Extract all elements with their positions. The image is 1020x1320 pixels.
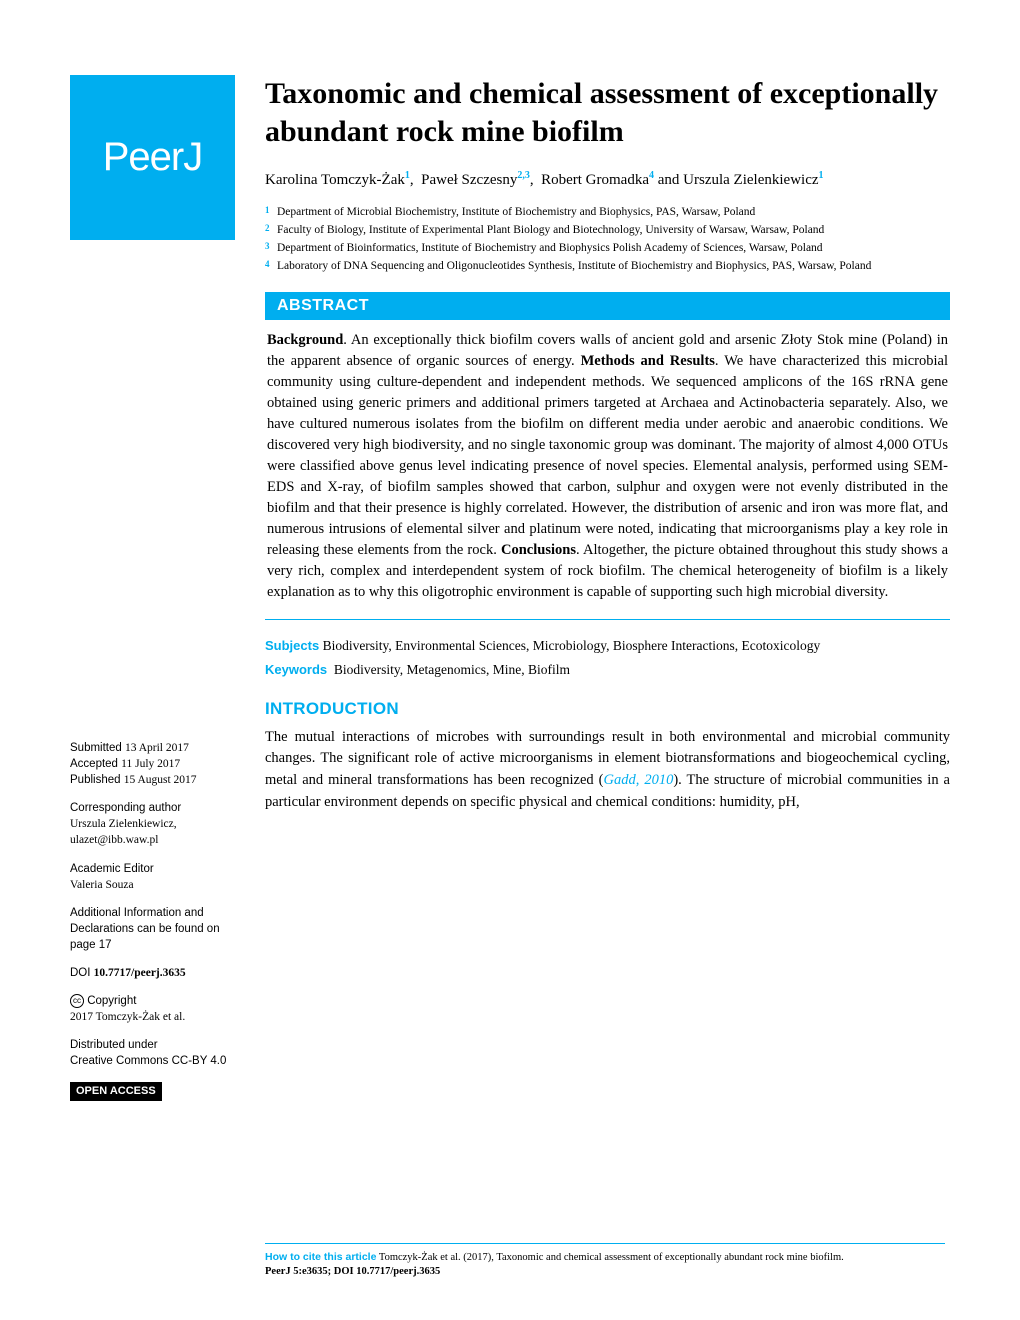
affiliation-2: 2 Faculty of Biology, Institute of Exper… [265,222,950,238]
open-access-badge: OPEN ACCESS [70,1082,162,1101]
citation-link[interactable]: Gadd, 2010 [604,772,674,788]
cite-journal: PeerJ 5:e3635; DOI 10.7717/peerj.3635 [265,1266,440,1277]
logo-text: PeerJ [103,135,203,180]
affil-num-4: 4 [265,258,273,274]
background-label: Background [267,332,343,348]
affil-num-2: 2 [265,222,273,238]
published-date: 15 August 2017 [124,774,197,786]
right-column: Taxonomic and chemical assessment of exc… [265,75,950,814]
methods-text: . We have characterized this microbial c… [267,353,948,558]
submitted-label: Submitted [70,742,122,754]
affiliation-3: 3 Department of Bioinformatics, Institut… [265,240,950,256]
author-2: Paweł Szczesny [421,172,517,188]
introduction-text: The mutual interactions of microbes with… [265,727,950,814]
accepted-date: 11 July 2017 [121,758,180,770]
accepted-label: Accepted [70,758,118,770]
cite-text: Tomczyk-Żak et al. (2017), Taxonomic and… [379,1252,844,1263]
affiliations-list: 1 Department of Microbial Biochemistry, … [265,204,950,274]
affil-text-3: Department of Bioinformatics, Institute … [277,240,823,256]
cc-icon: cc [70,994,84,1008]
author-3: Robert Gromadka [541,172,649,188]
affil-num-3: 3 [265,240,273,256]
author-1-affil: 1 [405,170,410,181]
editor-name: Valeria Souza [70,879,134,891]
affil-num-1: 1 [265,204,273,220]
subjects-text: Biodiversity, Environmental Sciences, Mi… [323,638,821,653]
distributed-label: Distributed under [70,1039,158,1051]
editor-block: Academic Editor Valeria Souza [70,861,235,893]
subjects-label: Subjects [265,638,319,653]
authors-list: Karolina Tomczyk-Żak1, Paweł Szczesny2,3… [265,168,950,192]
article-title: Taxonomic and chemical assessment of exc… [265,75,950,150]
page-container: PeerJ Taxonomic and chemical assessment … [0,0,1020,864]
doi-block: DOI 10.7717/peerj.3635 [70,965,235,981]
corresponding-block: Corresponding author Urszula Zielenkiewi… [70,800,235,848]
editor-label: Academic Editor [70,863,154,875]
affiliation-1: 1 Department of Microbial Biochemistry, … [265,204,950,220]
cite-label: How to cite this article [265,1251,376,1263]
submitted-date: 13 April 2017 [125,742,189,754]
copyright-text: 2017 Tomczyk-Żak et al. [70,1011,185,1023]
left-column: PeerJ [70,75,235,814]
additional-info[interactable]: Additional Information and Declarations … [70,907,220,951]
introduction-heading: INTRODUCTION [265,699,950,719]
abstract-heading: ABSTRACT [265,292,950,320]
journal-logo: PeerJ [70,75,235,240]
methods-label: Methods and Results [581,353,715,369]
author-4: Urszula Zielenkiewicz [683,172,818,188]
affil-text-2: Faculty of Biology, Institute of Experim… [277,222,824,238]
additional-info-block: Additional Information and Declarations … [70,905,235,953]
corresponding-email[interactable]: ulazet@ibb.waw.pl [70,834,158,846]
keywords-row: Keywords Biodiversity, Metagenomics, Min… [265,660,950,680]
author-3-affil: 4 [649,170,654,181]
abstract-body: Background. An exceptionally thick biofi… [265,330,950,620]
license-block: Distributed under Creative Commons CC-BY… [70,1037,235,1069]
sidebar-metadata: Submitted 13 April 2017 Accepted 11 July… [70,740,235,1101]
footer-citation: How to cite this article Tomczyk-Żak et … [265,1243,945,1280]
dates-block: Submitted 13 April 2017 Accepted 11 July… [70,740,235,788]
and-word: and [658,172,680,188]
author-4-affil: 1 [819,170,824,181]
doi-label: DOI [70,967,90,979]
open-access-block: OPEN ACCESS [70,1082,235,1101]
license-text[interactable]: Creative Commons CC-BY 4.0 [70,1055,226,1067]
author-2-affil: 2,3 [517,170,530,181]
main-row: PeerJ Taxonomic and chemical assessment … [70,75,950,814]
copyright-label: Copyright [87,995,136,1007]
doi-value[interactable]: 10.7717/peerj.3635 [94,967,186,979]
corresponding-name: Urszula Zielenkiewicz, [70,818,177,830]
affil-text-4: Laboratory of DNA Sequencing and Oligonu… [277,258,871,274]
author-1: Karolina Tomczyk-Żak [265,172,405,188]
affil-text-1: Department of Microbial Biochemistry, In… [277,204,755,220]
keywords-label: Keywords [265,662,327,677]
corresponding-label: Corresponding author [70,802,181,814]
copyright-block: cc Copyright 2017 Tomczyk-Żak et al. [70,993,235,1025]
conclusions-label: Conclusions [501,542,576,558]
published-label: Published [70,774,121,786]
keywords-text: Biodiversity, Metagenomics, Mine, Biofil… [334,662,570,677]
affiliation-4: 4 Laboratory of DNA Sequencing and Oligo… [265,258,950,274]
subjects-row: Subjects Biodiversity, Environmental Sci… [265,636,950,656]
